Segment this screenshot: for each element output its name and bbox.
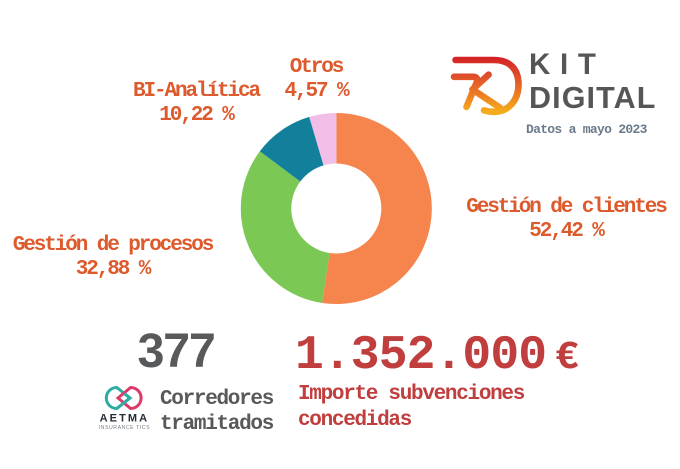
svg-text:INSURANCE TICS: INSURANCE TICS	[99, 425, 150, 431]
svg-text:AETMA: AETMA	[100, 413, 150, 425]
